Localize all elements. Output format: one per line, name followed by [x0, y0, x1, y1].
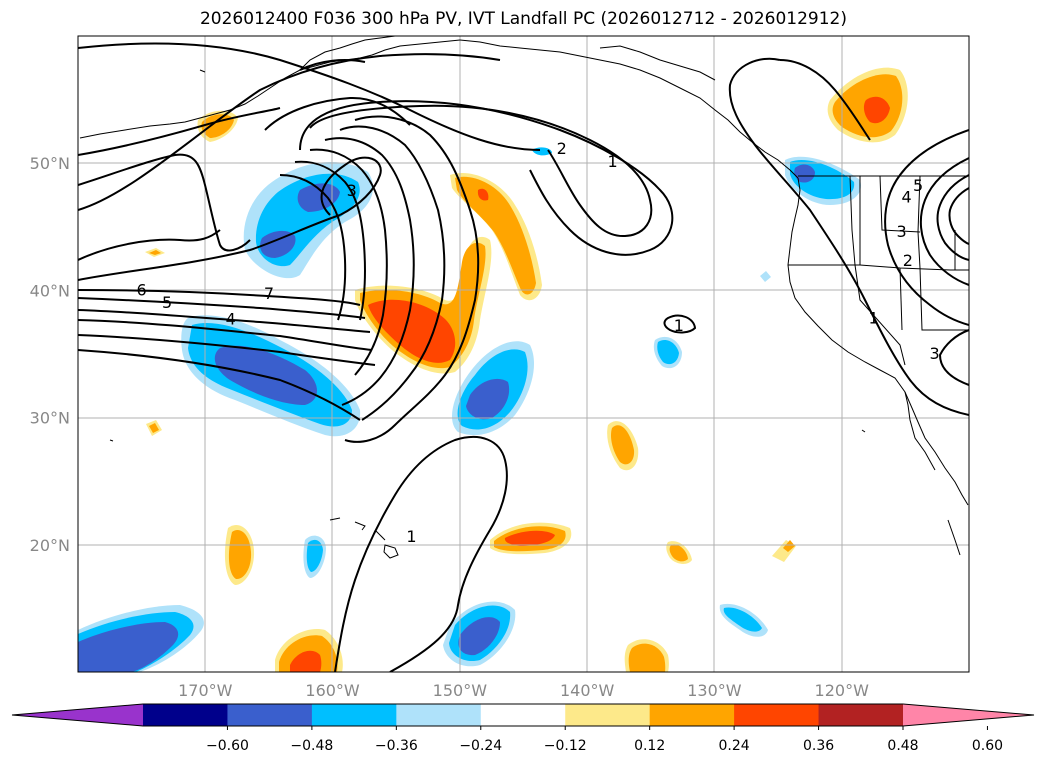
colorbar-tick-label: 0.36 [803, 738, 834, 754]
lat-labels: 20°N 30°N 40°N 50°N [30, 154, 70, 555]
chart-title: 2026012400 F036 300 hPa PV, IVT Landfall… [199, 9, 847, 29]
contour-label: 3 [347, 181, 357, 200]
coastlines [79, 36, 969, 559]
colorbar-segment [227, 704, 313, 726]
contour-label: 1 [674, 316, 684, 335]
colorbar-segment [649, 704, 735, 726]
lon-tick-label: 140°W [560, 681, 615, 700]
lon-labels: 170°W 160°W 150°W 140°W 130°W 120°W [178, 681, 869, 700]
contour-label: 7 [264, 284, 274, 303]
colorbar-segment [143, 704, 228, 726]
lat-tick-label: 30°N [30, 409, 70, 428]
colorbar-segment [565, 704, 651, 726]
colorbar-tick-label: −0.24 [459, 738, 502, 754]
colorbar-outline [11, 703, 1035, 727]
colorbar: −0.60 −0.48 −0.36 −0.24 −0.12 0.12 0.24 0.36 0.4… [11, 703, 1035, 754]
contour-label: 2 [903, 251, 913, 270]
graticule [78, 36, 969, 672]
colorbar-tick-label: −0.12 [544, 738, 587, 754]
map-frame [77, 35, 970, 673]
contour-label: 1 [406, 527, 416, 546]
pv-shading [78, 67, 908, 672]
contour-label: 1 [608, 152, 618, 171]
contour-label: 4 [902, 188, 912, 207]
lat-tick-label: 40°N [30, 281, 70, 300]
colorbar-tick-label: 0.48 [887, 738, 918, 754]
contour-label: 3 [930, 344, 940, 363]
colorbar-segment [480, 704, 566, 726]
colorbar-tick-label: −0.48 [290, 738, 333, 754]
colorbar-extend-high [903, 704, 1034, 726]
lon-tick-label: 150°W [433, 681, 488, 700]
lat-tick-label: 50°N [30, 154, 70, 173]
contour-label: 1 [868, 308, 878, 327]
colorbar-tick-label: −0.60 [206, 738, 249, 754]
contour-label: 6 [137, 280, 147, 299]
contour-label: 2 [557, 139, 567, 158]
lon-tick-label: 120°W [815, 681, 870, 700]
lon-tick-label: 130°W [687, 681, 742, 700]
contour-label: 4 [226, 310, 236, 329]
contour-label: 3 [896, 222, 906, 241]
ivt-contours [78, 42, 969, 672]
lat-tick-label: 20°N [30, 536, 70, 555]
neg-anomaly-1-deep [260, 230, 296, 258]
contour-label: 5 [913, 176, 923, 195]
lon-tick-label: 170°W [178, 681, 233, 700]
colorbar-extend-low [12, 704, 143, 726]
colorbar-tick-label: 0.12 [634, 738, 665, 754]
colorbar-segment [734, 704, 820, 726]
contour-label: 5 [162, 293, 172, 312]
colorbar-segment [396, 704, 482, 726]
colorbar-segment [818, 704, 904, 726]
colorbar-tick-label: 0.24 [719, 738, 750, 754]
colorbar-tick-label: −0.36 [375, 738, 418, 754]
colorbar-tick-label: 0.60 [972, 738, 1003, 754]
colorbar-segment [311, 704, 397, 726]
lon-tick-label: 160°W [305, 681, 360, 700]
